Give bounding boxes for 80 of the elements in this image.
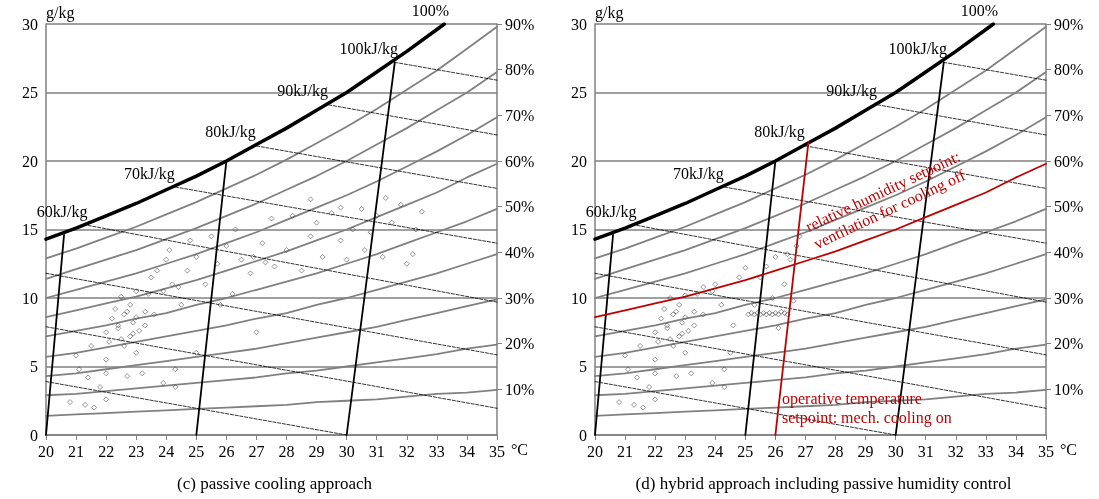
series-label: 100kJ/kg [888, 39, 948, 58]
y-tick-label: 5 [579, 358, 587, 375]
series-label: 100% [411, 1, 450, 19]
y-tick-label: 10 [22, 289, 38, 307]
text: (c) passive cooling approach [177, 474, 373, 493]
series-label: 80kJ/kg [754, 123, 805, 142]
y-tick-label: 15 [22, 221, 38, 238]
y-tick-label: 0 [30, 426, 38, 444]
x-tick-label: 26 [767, 442, 784, 460]
x-tick-label: 27 [797, 442, 814, 460]
y2-tick-label: 50% [505, 198, 535, 216]
y-tick-label: 15 [571, 221, 587, 238]
y2-tick-label: 30% [1054, 289, 1084, 307]
y-tick-label: 30 [571, 15, 587, 33]
y2-tick-label: 60% [505, 152, 535, 170]
y2-tick-label: 80% [1054, 61, 1084, 79]
y2-tick-label: 20% [1054, 335, 1084, 353]
x-tick-label: 21 [617, 442, 634, 460]
y2-tick-label: 80% [505, 61, 535, 79]
y2-tick-label: 70% [505, 106, 535, 124]
y-axis-title: g/kg [46, 3, 75, 22]
y2-tick-label: 50% [1054, 198, 1084, 216]
series-label: 100% [960, 1, 999, 19]
x-tick-label: 21 [68, 442, 85, 460]
series-label: 60kJ/kg [36, 202, 88, 221]
x-tick-label: 32 [398, 442, 415, 460]
x-tick-label: 35 [1038, 442, 1054, 460]
y-tick-label: 20 [571, 152, 587, 170]
x-tick-label: 22 [647, 442, 664, 460]
y-axis-title: g/kg [595, 3, 624, 22]
y2-tick-label: 60% [1054, 152, 1084, 170]
y-tick-label: 10 [571, 289, 587, 307]
x-tick-label: 33 [977, 442, 994, 460]
x-tick-label: 28 [827, 442, 844, 460]
y-tick-label: 20 [22, 152, 38, 170]
x-tick-label: 29 [308, 442, 325, 460]
x-tick-label: 30 [887, 442, 904, 460]
x-tick-label: 31 [917, 442, 934, 460]
y-tick-label: 25 [22, 84, 38, 101]
series-label: 100kJ/kg [339, 39, 399, 58]
x-tick-label: 34 [458, 442, 475, 460]
text: (d) hybrid approach including passive humidity control [635, 474, 1012, 493]
x-tick-label: 27 [248, 442, 265, 460]
x-tick-label: 24 [707, 442, 724, 460]
x-tick-label: 35 [489, 442, 505, 460]
y2-tick-label: 10% [1054, 380, 1084, 398]
y-tick-label: 5 [30, 358, 38, 375]
y2-tick-label: 90% [505, 15, 535, 33]
series-label: 80kJ/kg [205, 123, 256, 142]
x-tick-label: 33 [428, 442, 445, 460]
x-axis-title: °C [510, 440, 528, 458]
y2-tick-label: 70% [1054, 106, 1084, 124]
x-tick-label: 25 [188, 442, 205, 460]
y-tick-label: 25 [571, 84, 587, 101]
y2-tick-label: 40% [505, 243, 535, 261]
y2-tick-label: 30% [505, 289, 535, 307]
x-tick-label: 22 [98, 442, 115, 460]
y2-tick-label: 90% [1054, 15, 1084, 33]
series-label: 60kJ/kg [585, 202, 637, 221]
x-tick-label: 23 [128, 442, 145, 460]
series-label: 70kJ/kg [123, 164, 175, 183]
y-tick-label: 0 [579, 426, 587, 444]
x-tick-label: 25 [737, 442, 754, 460]
y2-tick-label: 20% [505, 335, 535, 353]
x-tick-label: 32 [947, 442, 964, 460]
x-tick-label: 34 [1007, 442, 1024, 460]
x-tick-label: 29 [857, 442, 874, 460]
x-tick-label: 26 [218, 442, 235, 460]
series-label: 90kJ/kg [826, 82, 877, 101]
x-axis-title: °C [1059, 440, 1077, 458]
y-tick-label: 30 [22, 15, 38, 33]
x-tick-label: 30 [338, 442, 355, 460]
x-tick-label: 31 [368, 442, 385, 460]
series-label: 70kJ/kg [672, 164, 724, 183]
x-tick-label: 24 [158, 442, 175, 460]
y2-tick-label: 10% [505, 380, 535, 398]
series-label: 90kJ/kg [277, 82, 328, 101]
y2-tick-label: 40% [1054, 243, 1084, 261]
x-tick-label: 28 [278, 442, 295, 460]
x-tick-label: 23 [677, 442, 694, 460]
